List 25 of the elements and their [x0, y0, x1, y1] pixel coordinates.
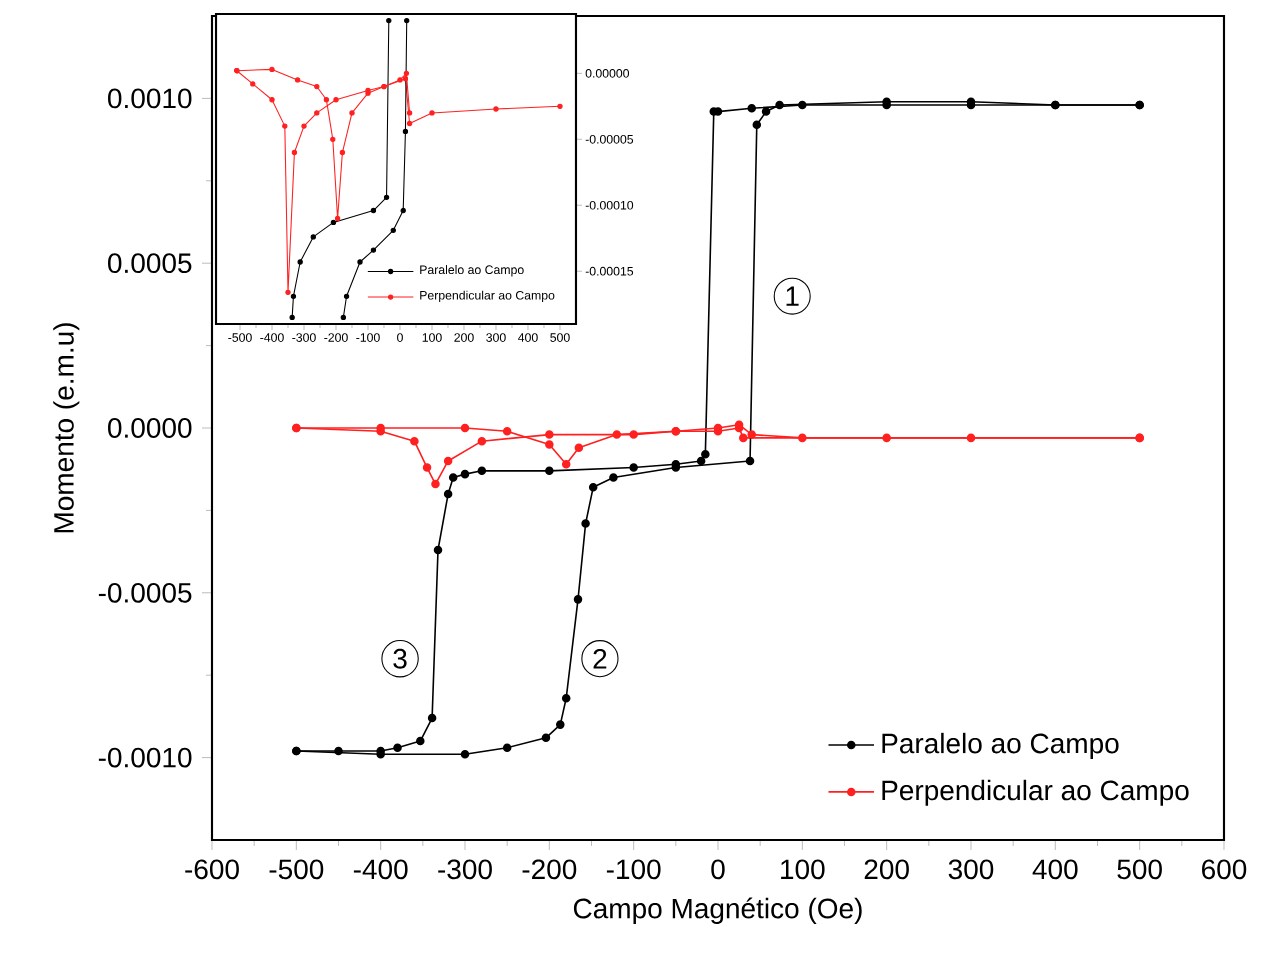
annotation: 1: [786, 286, 799, 306]
y-tick-label: 0.0000: [108, 418, 192, 438]
annotation: 3: [393, 648, 407, 669]
y-tick-label: 0.0010: [108, 88, 192, 109]
annotation: 2: [593, 648, 607, 669]
y-axis-title: Momento (e.m.u): [53, 323, 80, 533]
x-tick-label: 400: [1032, 859, 1078, 880]
y-tick-label: -0.0005: [98, 582, 192, 603]
x-tick-label: 200: [864, 859, 909, 880]
legend-label: Perpendicular ao Campo: [882, 779, 1189, 806]
x-tick-label: -100: [606, 859, 661, 880]
x-tick-label: -500: [269, 859, 324, 880]
legend-label: Paralelo ao Campo: [882, 732, 1119, 759]
x-tick-label: 100: [781, 859, 825, 880]
x-tick-label: -200: [522, 859, 577, 880]
x-axis-title: Campo Magnético (Oe): [573, 897, 862, 924]
y-tick-label: 0.0005: [108, 253, 192, 274]
x-tick-label: -600: [185, 859, 239, 880]
y-tick-label: -0.0010: [98, 747, 192, 768]
x-tick-label: 300: [948, 859, 994, 880]
x-tick-label: 600: [1202, 859, 1247, 880]
x-tick-label: 0: [711, 859, 725, 880]
x-tick-label: -400: [353, 859, 408, 880]
x-tick-label: -300: [438, 859, 492, 880]
x-tick-label: 500: [1117, 859, 1162, 880]
